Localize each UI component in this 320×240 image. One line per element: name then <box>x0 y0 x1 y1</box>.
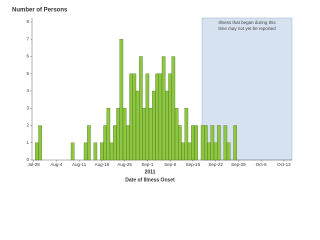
bar <box>233 125 237 161</box>
bar <box>38 125 42 161</box>
bar <box>119 39 124 161</box>
bar <box>171 56 176 161</box>
bar <box>210 125 215 161</box>
y-tick-label: 1 <box>26 140 29 145</box>
bar <box>191 125 195 161</box>
bar <box>200 125 205 161</box>
bar <box>116 108 120 161</box>
bar <box>178 125 182 161</box>
bar <box>158 73 163 161</box>
chart-title: Number of Persons <box>12 8 68 14</box>
bar <box>83 142 88 161</box>
bar <box>223 125 228 161</box>
bar <box>226 142 231 161</box>
bar <box>103 125 107 161</box>
x-axis-title: Date of Illness Onset <box>125 177 175 183</box>
bar <box>207 142 211 161</box>
x-tick-label: Sep-15 <box>186 162 201 167</box>
bar <box>213 142 218 161</box>
y-tick-label: 0 <box>26 157 29 162</box>
bar <box>204 125 208 161</box>
bar <box>148 108 153 161</box>
bar <box>165 90 169 161</box>
y-tick-label: 8 <box>26 19 29 24</box>
bar <box>87 125 91 161</box>
x-tick-label: Oct-6 <box>256 162 267 167</box>
bar <box>113 125 117 161</box>
x-tick-label: Jul-28 <box>27 162 40 167</box>
bar <box>184 108 189 161</box>
x-tick-label: Aug-18 <box>95 162 110 167</box>
x-tick-label: Aug-25 <box>117 162 132 167</box>
y-tick-label: 7 <box>26 36 29 41</box>
bar <box>181 142 185 161</box>
bar <box>145 73 150 161</box>
bar <box>132 73 137 161</box>
annotation: Illness that began during this <box>218 20 276 25</box>
bar <box>93 142 98 161</box>
x-tick-label: Sep-22 <box>208 162 223 167</box>
x-tick-label: Aug-11 <box>72 162 87 167</box>
bar <box>168 73 172 161</box>
bar <box>174 108 179 161</box>
bar <box>142 108 146 161</box>
bar <box>217 125 221 161</box>
x-tick-label: Sep-8 <box>164 162 177 167</box>
x-axis-year: 2011 <box>145 169 156 175</box>
bar <box>35 142 39 161</box>
annotation: time may not yet be reported <box>218 26 276 31</box>
bar <box>139 56 143 161</box>
bar <box>187 142 192 161</box>
bar <box>152 90 156 161</box>
x-tick-label: Aug-4 <box>50 162 63 167</box>
y-tick-label: 2 <box>26 123 29 128</box>
bar <box>109 142 114 161</box>
x-tick-label: Oct-13 <box>277 162 291 167</box>
bar <box>155 73 159 161</box>
y-tick-label: 6 <box>26 54 29 59</box>
y-tick-label: 3 <box>26 105 29 110</box>
bar <box>70 142 75 161</box>
y-tick-label: 5 <box>26 71 29 76</box>
x-tick-label: Sep-29 <box>231 162 246 167</box>
bar <box>194 125 198 161</box>
bar <box>122 108 127 161</box>
bar <box>161 56 166 161</box>
bar <box>126 125 130 161</box>
reporting-delay-shade <box>201 17 293 161</box>
chart: Number of Persons Illness that began dur… <box>12 8 293 183</box>
bar <box>106 108 111 161</box>
x-tick-label: Sep-1 <box>141 162 154 167</box>
bar <box>129 73 133 161</box>
y-tick-label: 4 <box>26 88 29 93</box>
bar <box>100 142 104 161</box>
bar <box>135 90 140 161</box>
